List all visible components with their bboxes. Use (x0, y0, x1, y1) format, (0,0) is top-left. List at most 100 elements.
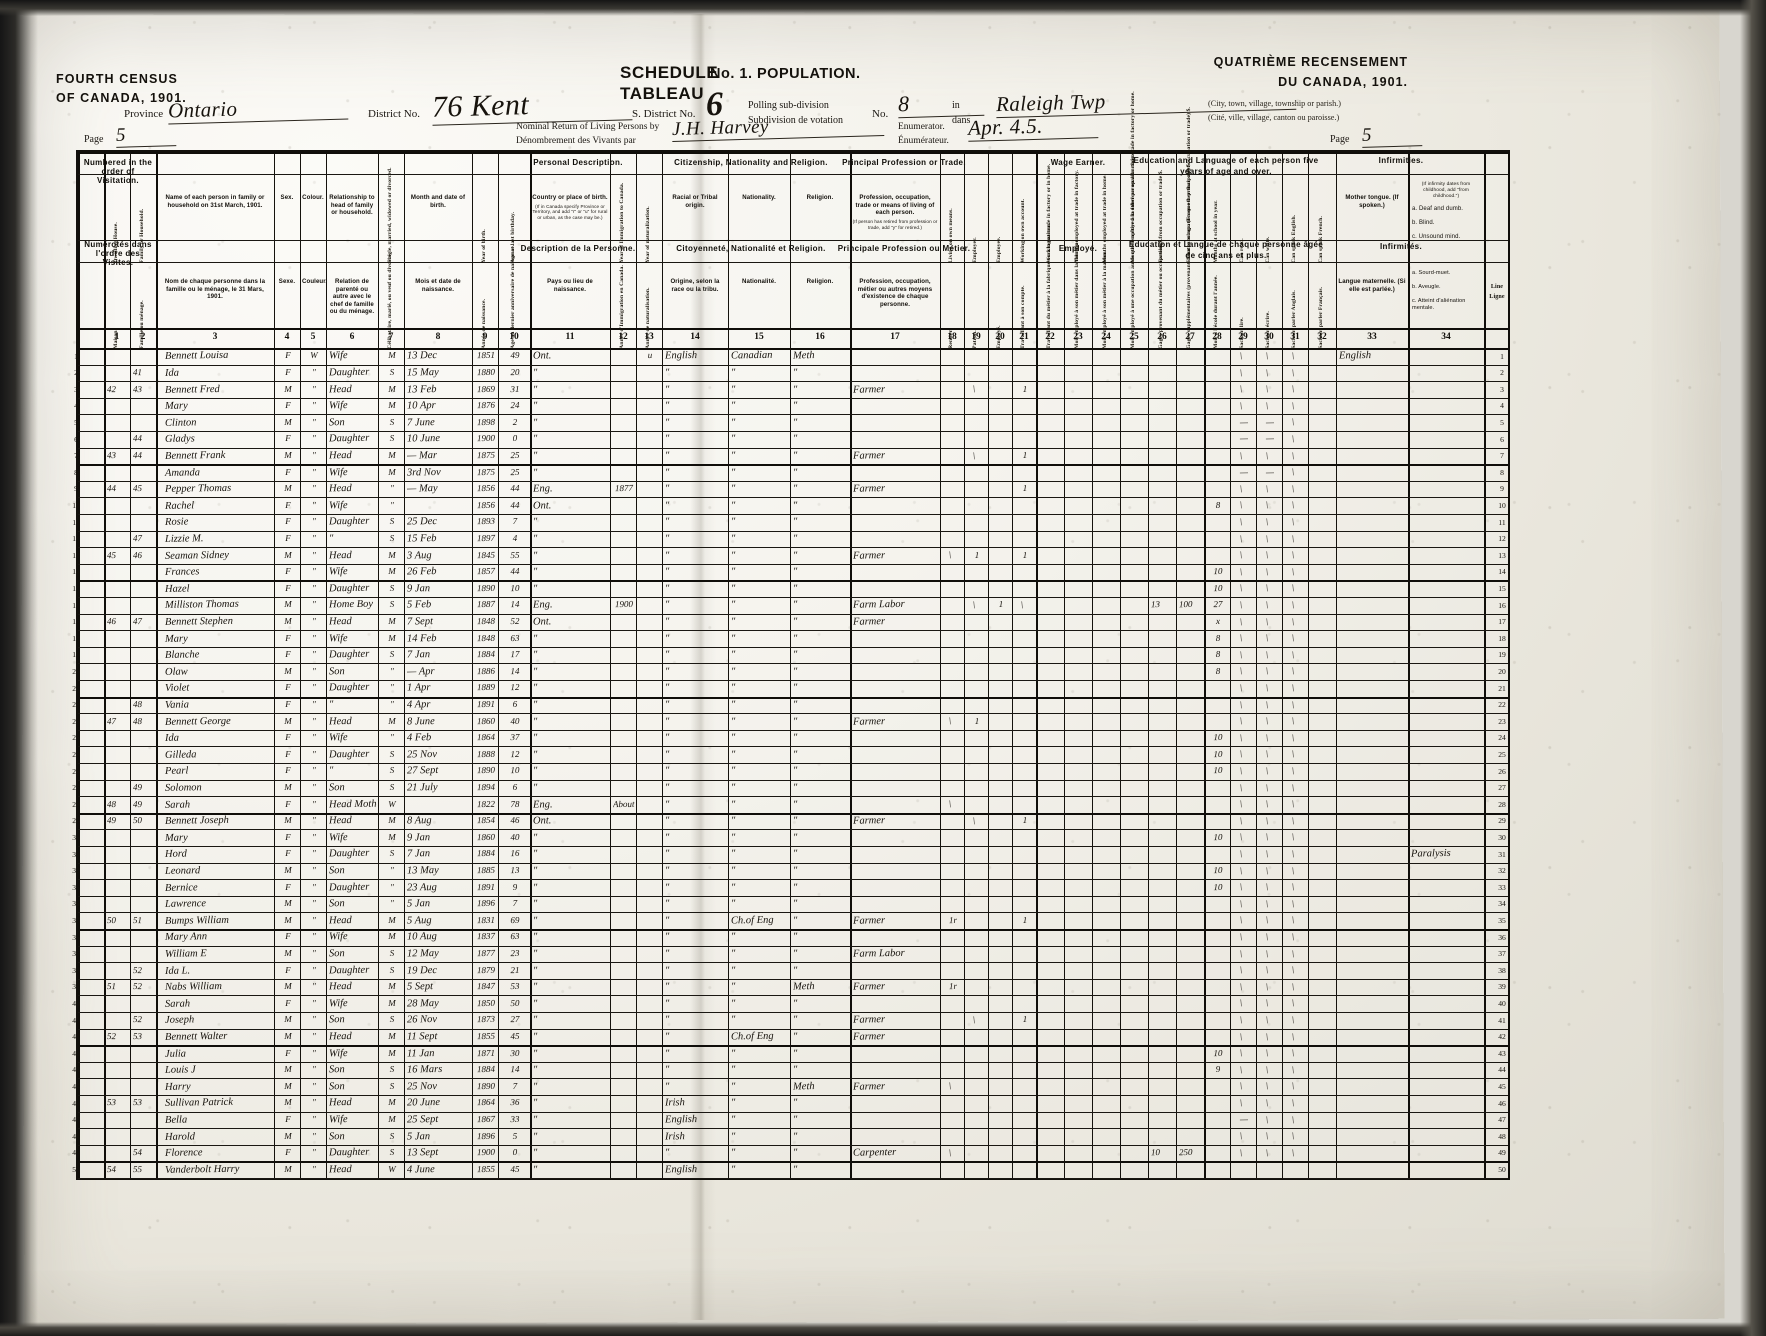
cell-r20-c29: / (1237, 666, 1245, 678)
cell-r39-c31: / (1289, 981, 1297, 993)
cell-r22-c15: " (730, 699, 736, 711)
cell-r25-c28: 10 (1213, 748, 1223, 759)
cell-r24-c10: 37 (510, 732, 520, 743)
cell-r3-c8: 13 Feb (406, 383, 437, 396)
cell-r17-c16: " (792, 616, 798, 628)
cell-r41-c5: " (312, 1014, 316, 1025)
cell-r46-c14: Irish (664, 1097, 685, 1109)
cell-r16-c19: / (970, 599, 978, 612)
row-line-left: 9 (74, 484, 78, 494)
cell-r24-c30: / (1263, 732, 1271, 744)
cell-r49-c14: " (664, 1147, 670, 1159)
cell-r32-c4: M (284, 864, 292, 875)
cell-r1-c15: Canadian (730, 350, 773, 362)
cell-r37-c4: M (284, 947, 292, 958)
cell-r13-c1: 45 (106, 549, 117, 560)
cell-r21-c11: " (532, 682, 538, 694)
cell-r36-c7: M (388, 931, 396, 942)
cell-r10-c3: Rachel (164, 500, 195, 512)
cell-r34-c10: 7 (512, 898, 518, 909)
cell-r47-c29: — (1239, 1113, 1249, 1124)
row-line-right: 20 (1498, 667, 1506, 677)
cell-r37-c7: S (389, 947, 395, 958)
cell-r24-c5: " (312, 732, 316, 743)
row-line-right: 18 (1498, 633, 1506, 643)
cell-r28-c14: " (664, 798, 670, 811)
cell-r6-c4: F (285, 433, 291, 444)
cell-r22-c2: 48 (132, 698, 143, 710)
cell-r18-c4: F (285, 632, 291, 643)
cell-r1-c11: Ont. (532, 350, 552, 362)
cell-r17-c7: M (388, 615, 396, 626)
cell-r24-c29: / (1237, 732, 1245, 744)
cell-r3-c4: M (284, 383, 292, 394)
row-line-left: 34 (72, 899, 80, 909)
cell-r28-c29: / (1237, 799, 1245, 811)
row-line-right: 39 (1498, 982, 1506, 992)
grid-hline (78, 1028, 1508, 1030)
cell-r37-c14: " (664, 948, 670, 960)
cell-r23-c19: 1 (974, 715, 980, 726)
cell-r30-c8: 9 Jan (406, 831, 431, 844)
cell-r24-c7: " (390, 732, 394, 743)
cell-r33-c11: " (532, 882, 538, 894)
cell-r2-c30: / (1263, 367, 1271, 379)
col-head-en-32: Can speak French. (1318, 215, 1325, 263)
cell-r30-c30: / (1263, 832, 1271, 844)
cell-r39-c5: " (312, 981, 316, 992)
row-line-left: 18 (72, 633, 80, 643)
scan-edge-right (1740, 0, 1766, 1336)
cell-r9-c1: 44 (106, 483, 117, 494)
grid-vline (1508, 152, 1510, 1178)
row-line-right: 44 (1498, 1065, 1506, 1075)
grid-vline (1036, 152, 1038, 1178)
cell-r47-c10: 33 (510, 1113, 520, 1124)
cell-r11-c30: / (1263, 516, 1271, 529)
cell-r17-c8: 7 Sept (406, 616, 434, 628)
cell-r35-c21: 1 (1022, 914, 1028, 925)
cell-r10-c9: 1856 (476, 499, 496, 510)
column-number-19: 19 (971, 332, 981, 342)
grid-hline (78, 480, 1508, 482)
cell-r31-c30: / (1263, 848, 1271, 861)
row-line-left: 23 (72, 716, 80, 726)
cell-r45-c5: " (312, 1080, 316, 1091)
cell-r15-c6: Daughter (328, 582, 370, 595)
cell-r44-c29: / (1237, 1064, 1245, 1076)
cell-r18-c8: 14 Feb (406, 632, 437, 645)
cell-r10-c31: / (1289, 500, 1297, 512)
row-line-right: 5 (1500, 418, 1504, 428)
cell-r8-c5: " (312, 466, 316, 477)
cell-r49-c6: Daughter (328, 1146, 370, 1159)
cell-r39-c4: M (284, 981, 292, 992)
column-number-24: 24 (1101, 332, 1111, 342)
cell-r9-c31: / (1289, 483, 1297, 495)
cell-r19-c14: " (664, 649, 670, 661)
cell-r32-c11: " (532, 865, 538, 877)
cell-r8-c3: Amanda (164, 466, 201, 479)
cell-r8-c11: " (532, 467, 538, 479)
cell-r4-c15: " (730, 400, 736, 412)
cell-r11-c29: / (1237, 516, 1245, 529)
cell-r10-c28: 8 (1215, 499, 1221, 510)
row-line-right: 2 (1500, 368, 1504, 378)
cell-r43-c14: " (664, 1047, 670, 1060)
row-line-left: 4 (74, 401, 78, 411)
cell-r31-c4: F (285, 848, 291, 859)
cell-r11-c15: " (730, 516, 736, 528)
cell-r46-c2: 53 (132, 1097, 143, 1108)
cell-r8-c6: Wife (328, 466, 348, 478)
cell-r21-c31: / (1289, 682, 1297, 695)
row-line-right: 35 (1498, 916, 1506, 926)
cell-r29-c10: 46 (510, 815, 520, 826)
cell-r13-c31: / (1289, 550, 1297, 562)
grid-hline (78, 1128, 1508, 1130)
cell-r42-c3: Bennett Walter (164, 1030, 228, 1043)
cell-r39-c6: Head (328, 981, 352, 993)
cell-r24-c8: 4 Feb (406, 732, 432, 744)
cell-r37-c5: " (312, 947, 316, 958)
cell-r37-c9: 1877 (476, 947, 496, 959)
column-number-15: 15 (754, 332, 764, 342)
cell-r37-c15: " (730, 948, 736, 960)
cell-r14-c28: 10 (1213, 566, 1223, 577)
